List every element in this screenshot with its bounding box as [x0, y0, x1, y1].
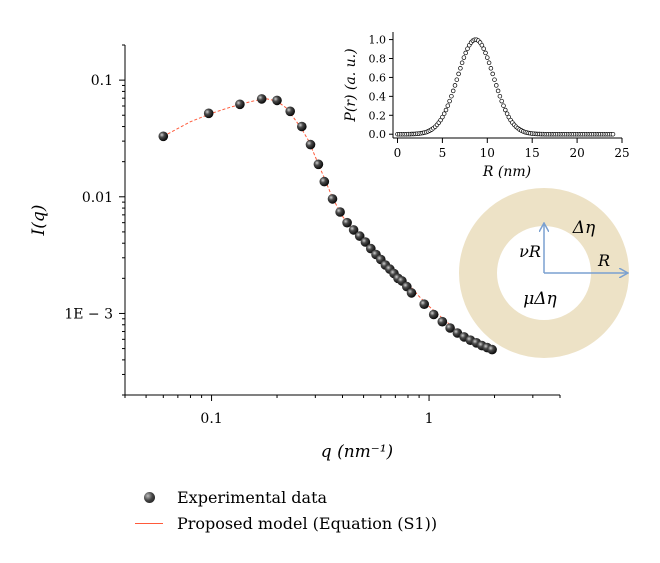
main-x-ticks: 0.1 1 — [124, 395, 561, 427]
inset-point — [503, 107, 508, 113]
main-x-axis-label: q (nm⁻¹) — [321, 442, 393, 462]
inset-point — [452, 83, 458, 88]
experimental-point — [297, 121, 307, 132]
inset-plot-axes — [392, 32, 622, 139]
experimental-point — [342, 217, 352, 228]
inset-point — [485, 55, 490, 60]
inset-point — [459, 60, 465, 66]
inset-y-tick-label: 0.6 — [369, 71, 387, 84]
experimental-point — [272, 95, 282, 106]
ball-marker-icon — [135, 491, 163, 503]
outer-contrast-label: Δη — [572, 218, 596, 238]
inset-point — [488, 66, 494, 71]
main-y-tick-label: 0.01 — [82, 190, 113, 206]
inset-point — [486, 60, 492, 66]
main-x-tick-label: 1 — [425, 411, 434, 427]
line-marker-icon — [135, 522, 163, 524]
inset-x-tick-label: 25 — [614, 146, 629, 160]
inset-point — [440, 114, 445, 120]
experimental-point — [428, 309, 439, 320]
model-line-series — [163, 98, 493, 351]
inset-point — [450, 88, 456, 94]
experimental-point — [406, 288, 417, 298]
inset-x-tick-label: 0 — [394, 146, 402, 160]
inset-point — [461, 55, 467, 60]
inset-y-tick-label: 0.0 — [369, 128, 387, 141]
experimental-point — [437, 316, 448, 327]
experimental-point — [158, 131, 169, 142]
inset-point — [499, 98, 504, 104]
experimental-point — [305, 139, 316, 150]
legend-label-model: Proposed model (Equation (S1)) — [177, 513, 438, 533]
inset-point — [447, 98, 452, 104]
main-y-ticks: 0.1 0.01 1E − 3 — [64, 44, 125, 396]
inset-y-ticks: 0.0 0.2 0.4 0.6 0.8 1.0 — [369, 34, 393, 141]
experimental-point — [354, 231, 365, 241]
main-y-axis-label: I(q) — [29, 205, 49, 237]
inset-point — [463, 50, 468, 56]
inset-point — [495, 88, 501, 94]
experimental-point — [319, 176, 330, 187]
experimental-point — [256, 94, 267, 104]
main-x-tick-label: 0.1 — [200, 411, 222, 427]
inset-y-axis-label: P(r) (a. u.) — [343, 48, 359, 122]
inset-x-tick-label: 20 — [569, 146, 584, 160]
inset-point — [445, 103, 451, 108]
inset-point — [492, 77, 497, 82]
inset-point — [483, 50, 488, 56]
inset-y-tick-label: 0.8 — [369, 53, 387, 66]
experimental-point — [335, 207, 345, 217]
model-curve — [163, 98, 493, 351]
main-y-tick-label: 1E − 3 — [64, 306, 113, 322]
experimental-point — [419, 299, 430, 310]
experimental-data-series — [158, 94, 497, 355]
inset-x-tick-label: 15 — [525, 146, 540, 160]
inset-point — [443, 107, 449, 113]
inset-point — [456, 71, 461, 77]
inset-point — [458, 66, 463, 71]
inset-point — [481, 46, 486, 51]
inset-x-axis-label: R (nm) — [482, 164, 531, 180]
experimental-point — [487, 344, 497, 355]
inset-x-tick-label: 10 — [480, 146, 495, 160]
legend-item-experimental: Experimental data — [135, 484, 437, 510]
inset-y-tick-label: 1.0 — [369, 34, 387, 47]
inset-point — [441, 111, 447, 116]
inner-radius-label: νR — [519, 242, 541, 261]
core-contrast-label: μΔη — [523, 289, 557, 309]
legend-label-experimental: Experimental data — [177, 487, 328, 507]
experimental-point — [327, 194, 338, 204]
experimental-point — [203, 108, 214, 119]
inset-x-ticks: 0 5 10 15 20 25 — [394, 138, 630, 160]
radius-label: R — [597, 251, 610, 270]
experimental-point — [235, 99, 245, 110]
inset-point — [504, 111, 510, 116]
experimental-point — [360, 237, 371, 247]
inset-point — [501, 103, 506, 108]
legend: Experimental data Proposed model (Equati… — [135, 484, 437, 536]
experimental-point — [285, 106, 296, 117]
main-y-tick-label: 0.1 — [91, 73, 113, 89]
inset-point — [610, 131, 616, 137]
inset-point — [449, 93, 454, 99]
inset-distribution-series — [395, 37, 616, 137]
experimental-point — [348, 225, 359, 235]
inset-point — [479, 42, 485, 48]
inset-y-tick-label: 0.2 — [369, 109, 387, 122]
legend-item-model: Proposed model (Equation (S1)) — [135, 510, 437, 536]
inset-point — [490, 71, 495, 77]
experimental-point — [313, 159, 324, 170]
inset-x-tick-label: 5 — [439, 146, 447, 160]
inset-point — [465, 46, 470, 51]
inset-point — [497, 93, 503, 99]
inset-point — [454, 77, 460, 82]
core-shell-diagram: Δη νR μΔη R — [459, 188, 629, 358]
inset-y-tick-label: 0.4 — [369, 90, 387, 103]
inset-point — [494, 83, 499, 88]
experimental-point — [445, 323, 455, 333]
